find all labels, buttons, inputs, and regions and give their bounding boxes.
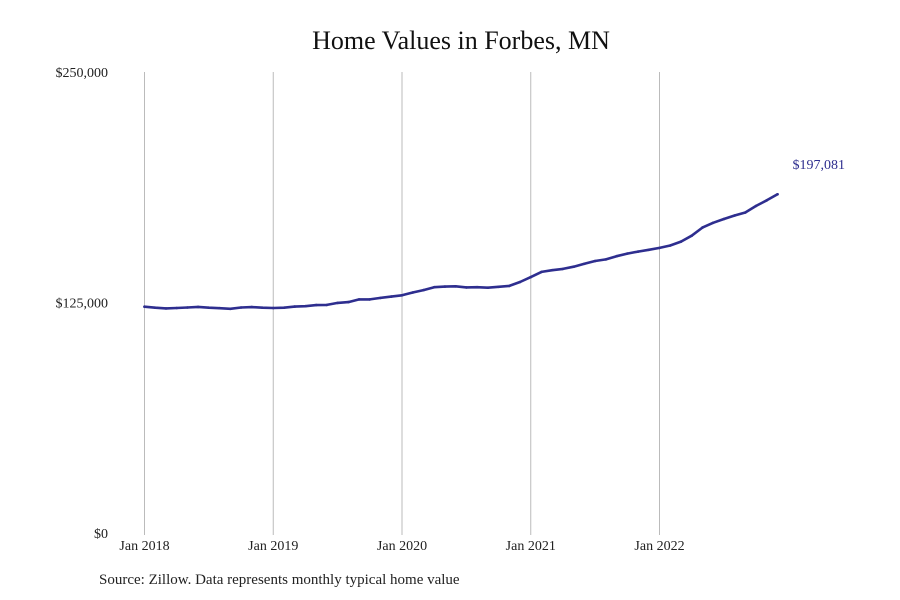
data-point-2018-02 bbox=[153, 306, 157, 310]
data-point-2022-07 bbox=[722, 217, 726, 221]
data-point-2019-02 bbox=[282, 306, 286, 310]
chart-title: Home Values in Forbes, MN bbox=[312, 26, 610, 55]
y-tick-label: $0 bbox=[94, 527, 108, 542]
x-tick-label: Jan 2020 bbox=[377, 539, 427, 554]
data-point-2021-10 bbox=[626, 252, 629, 255]
data-point-2020-05 bbox=[443, 285, 447, 288]
data-point-2021-03 bbox=[550, 268, 554, 272]
data-point-2020-11 bbox=[508, 284, 511, 288]
y-tick-label: $125,000 bbox=[56, 297, 109, 312]
data-point-2020-01 bbox=[400, 294, 404, 297]
data-point-2020-12 bbox=[518, 280, 522, 284]
data-point-2020-07 bbox=[465, 286, 468, 289]
x-tick-label: Jan 2022 bbox=[634, 539, 684, 554]
source-note: Source: Zillow. Data represents monthly … bbox=[99, 572, 460, 588]
data-point-2022-01 bbox=[658, 246, 661, 250]
data-point-2022-03 bbox=[679, 240, 683, 243]
data-points bbox=[143, 193, 779, 311]
x-tick-label: Jan 2021 bbox=[506, 539, 556, 554]
y-tick-label: $250,000 bbox=[56, 66, 109, 81]
data-point-2022-04 bbox=[690, 234, 693, 237]
data-point-2019-06 bbox=[325, 303, 329, 307]
home-value-line bbox=[143, 193, 779, 311]
data-point-2019-07 bbox=[336, 301, 339, 305]
data-point-2019-08 bbox=[347, 300, 350, 304]
data-point-2020-10 bbox=[497, 285, 500, 289]
data-point-2018-11 bbox=[250, 305, 254, 309]
data-point-2019-10 bbox=[368, 298, 372, 301]
data-point-2018-03 bbox=[164, 307, 168, 310]
data-point-2022-06 bbox=[711, 221, 715, 225]
data-point-2018-08 bbox=[218, 306, 221, 310]
data-point-2021-04 bbox=[561, 267, 565, 271]
x-axis-tick-labels: Jan 2018 Jan 2019 Jan 2020 Jan 2021 Jan 2022 bbox=[119, 539, 684, 554]
gridlines bbox=[144, 72, 660, 535]
data-point-2021-02 bbox=[540, 270, 543, 274]
data-point-2019-05 bbox=[314, 303, 318, 307]
data-point-2020-04 bbox=[432, 285, 436, 289]
data-point-2022-05 bbox=[701, 226, 704, 229]
data-point-2020-08 bbox=[475, 285, 479, 289]
data-point-2018-04 bbox=[175, 306, 178, 310]
data-point-2021-08 bbox=[604, 258, 608, 261]
data-point-2022-08 bbox=[733, 214, 736, 217]
data-point-2018-07 bbox=[207, 306, 211, 310]
y-axis-tick-labels: $0 $125,000 $250,000 bbox=[56, 66, 109, 542]
data-point-2022-11 bbox=[765, 199, 769, 202]
data-point-2020-06 bbox=[454, 285, 457, 288]
data-point-2018-12 bbox=[261, 306, 264, 310]
data-point-2018-01 bbox=[143, 305, 146, 309]
data-point-2021-11 bbox=[636, 250, 640, 253]
data-point-2019-11 bbox=[379, 296, 382, 300]
data-point-2019-09 bbox=[357, 298, 361, 301]
data-point-2021-12 bbox=[647, 248, 651, 252]
data-point-2018-05 bbox=[186, 306, 189, 309]
data-point-2019-03 bbox=[293, 305, 297, 308]
data-point-2020-09 bbox=[486, 286, 490, 290]
data-point-2021-06 bbox=[583, 262, 586, 266]
data-point-2021-07 bbox=[593, 259, 597, 263]
data-point-2022-10 bbox=[754, 204, 758, 208]
data-point-2020-02 bbox=[411, 291, 415, 294]
x-tick-label: Jan 2019 bbox=[248, 539, 298, 554]
data-point-2022-02 bbox=[668, 244, 672, 247]
data-point-2019-01 bbox=[272, 306, 275, 310]
data-point-2021-09 bbox=[615, 254, 618, 258]
end-value-label: $197,081 bbox=[793, 158, 846, 173]
data-point-2022-12 bbox=[776, 193, 779, 196]
data-point-2018-09 bbox=[229, 307, 232, 311]
data-point-2018-06 bbox=[196, 305, 200, 309]
data-point-2019-04 bbox=[304, 304, 307, 308]
x-tick-label: Jan 2018 bbox=[119, 539, 169, 554]
data-point-2022-09 bbox=[744, 211, 747, 214]
data-point-2020-03 bbox=[422, 288, 425, 292]
data-point-2018-10 bbox=[239, 306, 243, 309]
data-point-2021-01 bbox=[529, 275, 533, 279]
data-point-2021-05 bbox=[572, 265, 575, 269]
data-point-2019-12 bbox=[390, 295, 393, 298]
